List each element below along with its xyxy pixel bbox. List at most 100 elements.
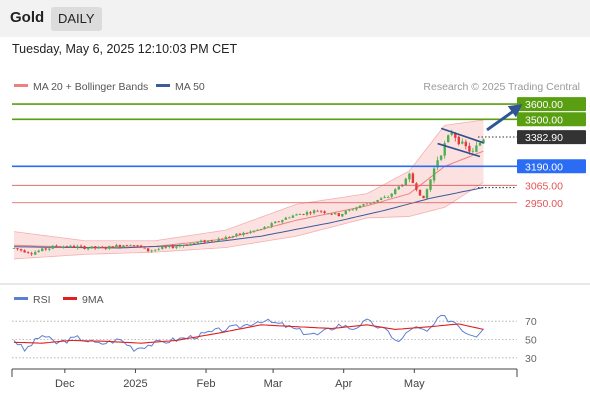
candle [387,195,390,199]
level-3383-label: 3382.90 [525,132,563,144]
level-3065: 3065.00 [12,180,563,192]
candle [203,239,206,244]
candle [295,213,298,216]
arrow-shaft [486,107,518,132]
candle [104,246,107,251]
candle [245,232,249,234]
level-3500-label-box [517,112,586,127]
candle [390,193,393,199]
candle [475,141,478,153]
candle [37,249,40,253]
candle [189,243,192,246]
candle [228,236,231,238]
candle [281,219,284,224]
candle [397,186,400,191]
level-3065-label: 3065.00 [525,180,563,192]
candle [168,244,171,249]
candle [94,246,97,250]
candle [72,244,76,248]
level-3190-label: 3190.00 [525,161,563,173]
candle [214,240,217,243]
candle [48,248,51,252]
candle [83,245,86,250]
candle [358,205,362,209]
candle [101,245,104,249]
candle [298,213,302,215]
candle [327,213,330,215]
level-3190: 3190.00 [12,159,586,174]
candle [125,244,129,246]
x-tick-label: May [404,378,425,390]
candle [288,216,291,219]
candle [436,156,439,171]
candle [274,220,277,224]
candle [302,213,305,216]
timestamp: Tuesday, May 6, 2025 12:10:03 PM CET [12,42,237,56]
legend-swatch-ma50 [156,84,170,87]
candle [23,249,26,253]
header-bar: Gold DAILY [0,0,590,37]
x-tick-label: Dec [55,378,75,390]
candle [44,248,47,251]
candle [316,209,319,212]
main-legend: MA 20 + Bollinger Bands MA 50 Research ©… [14,81,580,93]
candle [235,233,238,238]
bollinger-upper [13,119,484,242]
rsi-tick-50: 50 [525,335,537,347]
candle [132,245,136,247]
rsi-legend: RSI 9MA [14,294,104,306]
level-3600-label-box [517,97,586,112]
candle [221,238,224,240]
legend-label-ma50: MA 50 [175,81,205,93]
candle [161,245,164,250]
legend-swatch-ma20 [14,84,28,87]
candle [312,209,316,215]
candle [136,244,139,248]
rsi-tick-30: 30 [525,353,537,365]
candle [122,244,125,248]
candle [238,233,242,235]
candle [379,197,383,201]
price-levels: 3600.00 3500.00 3382.90 3190.00 3065.00 2950.… [12,97,586,210]
candle [118,244,122,248]
bollinger-lower [13,181,484,260]
candle [461,138,464,145]
candle [192,243,196,244]
candle [277,220,280,223]
candle [482,138,485,144]
candle [139,245,143,249]
candle [323,210,326,215]
candle [334,212,337,215]
candle [58,245,62,248]
candle [471,148,475,154]
candle [79,244,83,248]
candle [447,134,450,143]
level-3190-label-box [517,159,586,174]
candle [55,244,58,248]
candle [90,246,93,249]
candle [404,177,407,186]
candle [217,237,220,242]
level-2950: 2950.00 [12,198,563,210]
x-tick-label: Apr [335,378,352,390]
candle [62,245,65,249]
rsi-9ma-line [13,323,484,344]
candle [97,245,100,249]
rsi-tick-70: 70 [525,316,537,328]
candle [185,243,189,246]
pattern-upper-line [440,127,484,144]
candle [182,244,185,248]
legend-swatch-9ma [63,297,77,300]
candle [157,247,160,251]
candle [76,244,79,250]
candle [129,244,132,246]
candle [284,216,287,220]
candle [263,226,266,230]
candle [291,214,295,219]
timeframe-badge[interactable]: DAILY [51,7,102,31]
candles [12,129,485,256]
candle [344,210,347,215]
chart-svg: Tuesday, May 6, 2025 12:10:03 PM CET MA … [0,37,590,400]
time-axis: Dec 2025 Feb Mar Apr May [11,368,518,390]
